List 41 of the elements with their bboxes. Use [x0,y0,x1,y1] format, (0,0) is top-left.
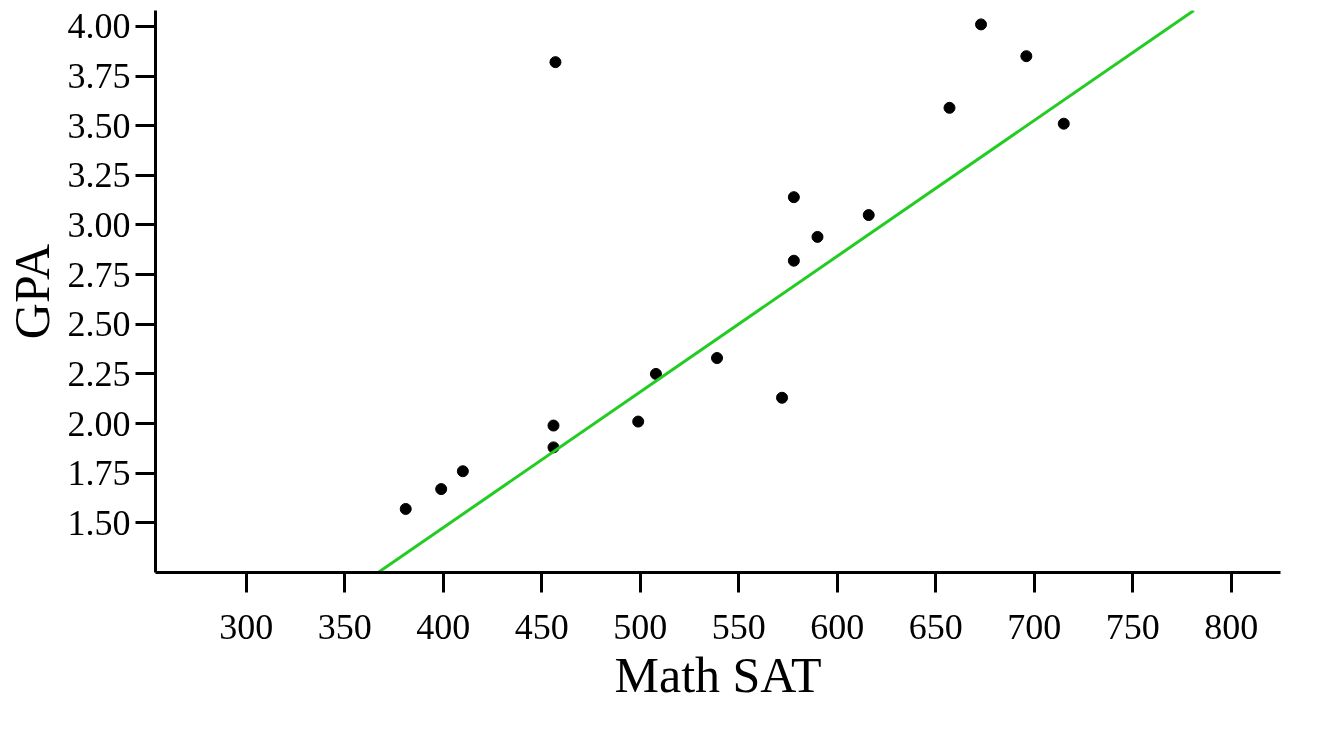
point [776,391,789,404]
point [549,56,562,69]
point [547,419,560,432]
point [632,415,645,428]
y-tick-label: 1.50 [67,502,131,543]
x-tick-label: 450 [514,606,569,647]
y-tick-label: 3.50 [67,105,131,146]
y-tick-label: 3.25 [67,155,131,196]
x-tick-label: 800 [1204,606,1259,647]
y-tick-label: 2.50 [67,304,131,345]
point [811,230,824,243]
y-tick-label: 3.00 [67,204,131,245]
x-tick-label: 700 [1007,606,1062,647]
point [456,465,469,478]
y-tick-label: 2.75 [67,254,131,295]
y-axis-title: GPA [3,243,60,340]
point [862,209,875,222]
y-tick-label: 1.75 [67,453,131,494]
point [1057,117,1070,130]
x-tick-label: 400 [416,606,471,647]
y-tick-label: 3.75 [67,56,131,97]
y-tick-label: 2.00 [67,403,131,444]
x-tick-label: 500 [613,606,668,647]
x-tick-label: 650 [908,606,963,647]
y-tick-label: 2.25 [67,353,131,394]
x-tick-label: 350 [317,606,372,647]
point [787,254,800,267]
x-axis-title: Math SAT [614,646,822,703]
x-tick-label: 550 [711,606,766,647]
point [711,352,724,365]
x-tick-label: 600 [810,606,865,647]
x-tick-label: 300 [219,606,274,647]
y-tick-label: 4.00 [67,6,131,47]
x-tick-label: 750 [1105,606,1160,647]
point [943,101,956,114]
point [1020,50,1033,63]
point [787,191,800,204]
point [975,18,988,31]
point [649,367,662,380]
point [399,502,412,515]
point [435,483,448,496]
